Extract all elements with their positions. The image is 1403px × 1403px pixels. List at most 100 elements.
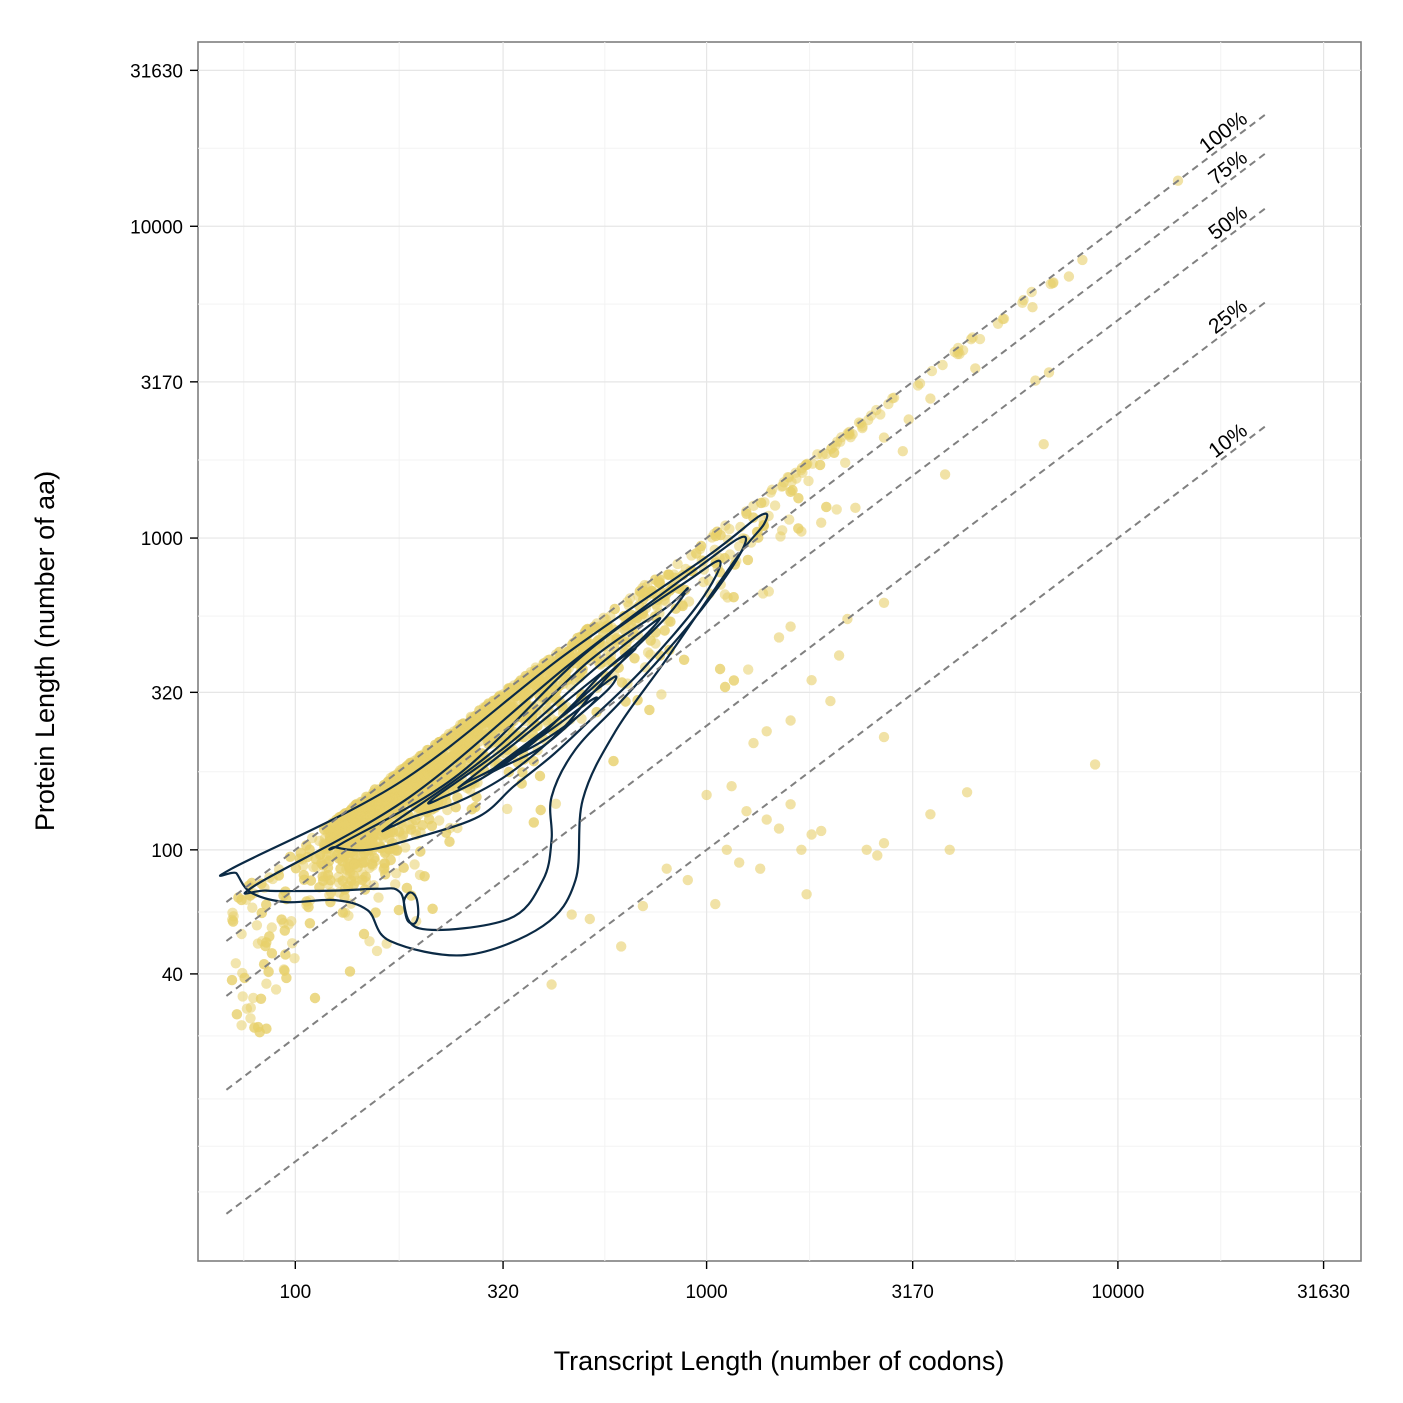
scatter-point [821,501,832,513]
scatter-point [364,936,375,947]
scatter-point [833,650,845,661]
scatter-point [742,554,754,566]
scatter-point [728,675,740,686]
reference-line [225,112,1268,903]
scatter-point [944,844,955,855]
scatter-point [534,770,546,782]
scatter-point [360,871,371,882]
y-tick-label: 10000 [130,217,183,238]
scatter-point [677,600,688,612]
scatter-point [793,493,804,504]
scatter-point [258,959,270,970]
reference-line [225,151,1268,942]
scatter-point [748,737,759,749]
scatter-point [404,788,415,800]
scatter-point [308,861,319,873]
scatter-point [261,899,272,910]
scatter-point [656,689,667,700]
scatter-point [412,758,423,770]
scatter-point [295,847,306,859]
scatter-point [961,787,973,798]
scatter-point [903,414,914,425]
scatter-point [528,756,539,767]
scatter-point [616,677,628,688]
scatter-point [303,901,314,913]
scatter-point [787,485,798,496]
scatter-point [341,823,352,834]
scatter-point [280,949,291,960]
reference-line [225,424,1268,1215]
scatter-point [580,636,592,648]
y-tick-label: 1000 [141,529,183,550]
scatter-point [748,500,759,511]
scatter-point [863,414,874,426]
scatter-point [276,914,287,925]
scatter-point [418,768,429,780]
scatter-point [714,663,726,675]
scatter-point [239,972,250,984]
scatter-point [323,856,335,867]
scatter-point [678,654,690,665]
scatter-point [857,422,868,434]
scatter-point [1077,254,1088,266]
scatter-point [1063,271,1075,282]
scatter-point [659,625,670,636]
scatter-point [825,695,836,707]
scatter-point [278,890,289,901]
scatter-point [391,868,402,879]
scatter-point [261,937,272,948]
scatter-point [785,621,796,632]
scatter-point [337,875,348,886]
scatter-point [759,497,770,508]
y-tick-label: 100 [151,841,183,862]
scatter-point [570,639,581,651]
x-axis: 100 320 1000 3170 10000 31630 [279,1261,1350,1303]
scatter-point [309,992,321,1004]
scatter-point [502,803,513,815]
scatter-point [844,426,855,438]
scatter-point [1038,439,1049,450]
scatter-point [236,1020,247,1031]
scatter-point [755,863,766,874]
scatter-point [998,313,1010,324]
scatter-point [878,731,890,743]
scatter-point [325,896,336,908]
scatter-point [290,863,302,874]
scatter-point [850,502,861,513]
scatter-point [554,680,565,691]
scatter-point [434,815,445,826]
y-axis-title: Protein Length (number of aa) [30,471,60,831]
scatter-point [444,836,455,847]
scatter-point [796,844,807,855]
scatter-point [350,818,361,829]
scatter-point [443,773,454,785]
scatter-point [401,882,413,894]
scatter-point [654,574,665,585]
scatter-point [513,677,524,688]
scatter-point [970,363,981,374]
y-tick-label: 320 [151,683,183,704]
scatter-point [270,984,282,995]
scatter-point [769,500,781,511]
scatter-point [370,907,381,918]
scatter-point [391,845,403,856]
scatter-point [335,863,346,874]
scatter-point [266,948,278,959]
scatter-point [878,432,890,443]
x-tick-label: 1000 [685,1282,727,1303]
scatter-point [287,938,298,949]
x-tick-label: 3170 [892,1282,934,1303]
scatter-point [925,393,936,404]
scatter-point [366,858,378,870]
x-tick-label: 100 [279,1282,311,1303]
scatter-point [393,904,405,916]
scatter-point [691,548,702,559]
scatter-point [528,817,539,828]
scatter-point [298,869,309,881]
scatter-point [261,978,272,989]
plot-panel [197,41,1362,1262]
contour-line [328,559,722,852]
y-tick-label: 3170 [141,373,183,394]
x-tick-label: 10000 [1091,1282,1144,1303]
